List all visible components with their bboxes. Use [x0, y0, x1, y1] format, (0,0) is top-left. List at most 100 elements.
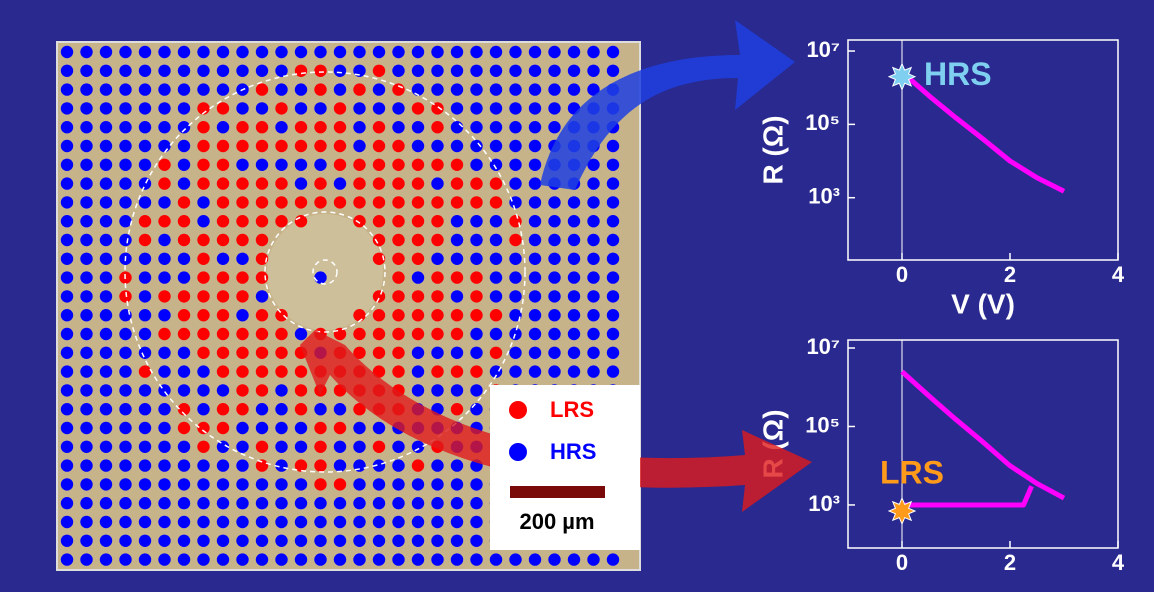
array-dot — [509, 290, 521, 302]
array-dot — [587, 271, 599, 283]
array-dot — [139, 384, 151, 396]
array-dot — [392, 459, 404, 471]
array-dot — [217, 65, 229, 77]
array-dot — [256, 347, 268, 359]
array-dot — [119, 159, 131, 171]
array-dot — [314, 497, 326, 509]
array-dot — [353, 535, 365, 547]
array-dot — [61, 309, 73, 321]
array-dot — [80, 365, 92, 377]
array-dot — [314, 102, 326, 114]
array-dot — [256, 46, 268, 58]
array-dot — [100, 403, 112, 415]
array-dot — [119, 215, 131, 227]
array-dot — [490, 196, 502, 208]
array-dot — [139, 140, 151, 152]
x-tick-label: 4 — [1112, 262, 1125, 287]
array-dot — [412, 234, 424, 246]
array-dot — [373, 215, 385, 227]
array-dot — [295, 121, 307, 133]
array-dot — [295, 46, 307, 58]
array-dot — [451, 516, 463, 528]
array-dot — [158, 215, 170, 227]
array-dot — [197, 459, 209, 471]
array-dot — [295, 65, 307, 77]
array-dot — [548, 234, 560, 246]
array-dot — [197, 65, 209, 77]
array-dot — [451, 309, 463, 321]
array-dot — [80, 83, 92, 95]
array-dot — [119, 234, 131, 246]
array-dot — [353, 422, 365, 434]
array-dot — [236, 365, 248, 377]
array-dot — [139, 441, 151, 453]
array-dot — [529, 365, 541, 377]
y-tick-label: 10⁵ — [805, 110, 840, 135]
array-dot — [509, 271, 521, 283]
array-dot — [431, 196, 443, 208]
array-dot — [431, 140, 443, 152]
array-dot — [275, 365, 287, 377]
array-dot — [158, 271, 170, 283]
array-dot — [431, 553, 443, 565]
array-dot — [529, 328, 541, 340]
array-dot — [139, 234, 151, 246]
array-dot — [412, 535, 424, 547]
array-dot — [568, 83, 580, 95]
array-dot — [295, 215, 307, 227]
array-dot — [236, 159, 248, 171]
array-dot — [275, 553, 287, 565]
array-dot — [100, 422, 112, 434]
array-dot — [490, 102, 502, 114]
array-dot — [197, 535, 209, 547]
array-dot — [275, 215, 287, 227]
array-dot — [451, 328, 463, 340]
array-dot — [314, 177, 326, 189]
array-dot — [217, 253, 229, 265]
array-dot — [353, 46, 365, 58]
array-dot — [470, 121, 482, 133]
array-dot — [197, 234, 209, 246]
array-dot — [100, 309, 112, 321]
array-dot — [334, 121, 346, 133]
array-dot — [197, 46, 209, 58]
array-dot — [256, 516, 268, 528]
array-dot — [139, 253, 151, 265]
array-dot — [236, 403, 248, 415]
array-dot — [197, 271, 209, 283]
array-dot — [334, 140, 346, 152]
array-dot — [412, 347, 424, 359]
array-dot — [80, 347, 92, 359]
array-dot — [80, 102, 92, 114]
array-dot — [431, 516, 443, 528]
array-dot — [80, 140, 92, 152]
array-dot — [509, 347, 521, 359]
array-dot — [61, 140, 73, 152]
array-dot — [490, 253, 502, 265]
array-dot — [314, 478, 326, 490]
array-dot — [178, 478, 190, 490]
array-dot — [178, 516, 190, 528]
array-dot — [470, 46, 482, 58]
array-dot — [197, 365, 209, 377]
array-dot — [178, 253, 190, 265]
array-dot — [607, 290, 619, 302]
array-dot — [314, 459, 326, 471]
array-dot — [256, 535, 268, 547]
array-dot — [158, 535, 170, 547]
array-dot — [548, 253, 560, 265]
array-dot — [197, 441, 209, 453]
array-dot — [529, 83, 541, 95]
array-dot — [217, 102, 229, 114]
array-dot — [548, 365, 560, 377]
array-dot — [373, 83, 385, 95]
array-dot — [412, 65, 424, 77]
array-dot — [451, 553, 463, 565]
array-dot — [139, 271, 151, 283]
array-dot — [451, 535, 463, 547]
array-dot — [197, 196, 209, 208]
array-dot — [256, 497, 268, 509]
array-dot — [275, 102, 287, 114]
array-dot — [295, 422, 307, 434]
array-dot — [61, 553, 73, 565]
